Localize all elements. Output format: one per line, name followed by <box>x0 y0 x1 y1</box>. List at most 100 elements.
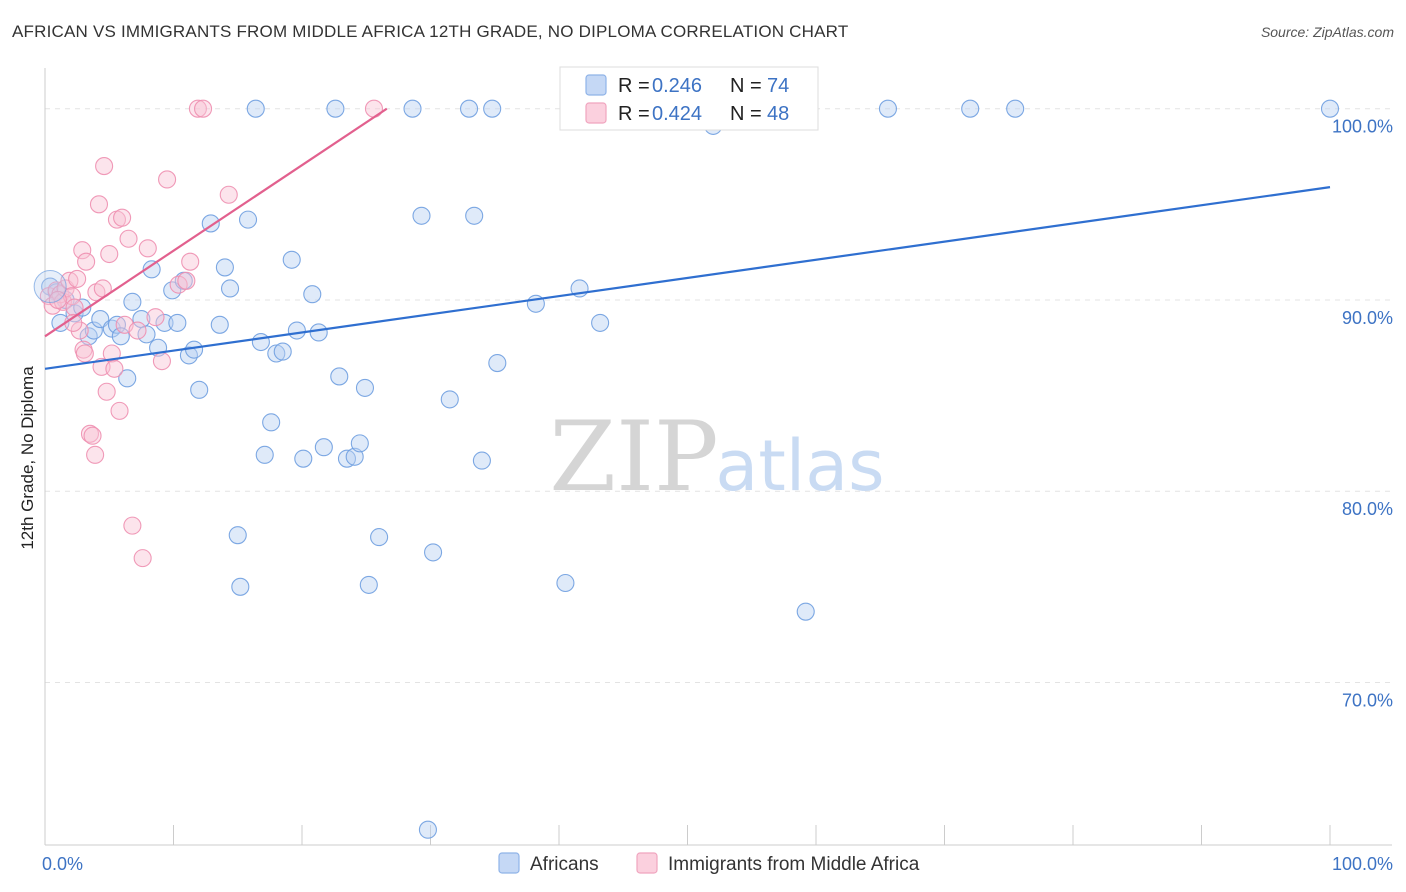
point-middle-africa <box>152 352 171 371</box>
point-africans <box>168 313 187 332</box>
point-africans <box>107 315 127 334</box>
legend-n-label-africans: N = <box>730 75 762 97</box>
point-middle-africa <box>219 185 238 204</box>
bottom-legend-swatch-middle-africa <box>636 852 658 874</box>
point-africans <box>228 526 247 545</box>
point-africans <box>123 292 142 311</box>
point-africans <box>961 99 980 118</box>
point-africans <box>309 323 328 342</box>
point-africans <box>255 445 274 464</box>
point-africans <box>796 602 815 621</box>
point-africans <box>118 369 137 388</box>
point-africans <box>337 449 357 468</box>
point-middle-africa <box>119 229 138 248</box>
point-middle-africa <box>89 195 109 214</box>
point-africans <box>267 344 286 363</box>
point-middle-africa <box>83 426 102 445</box>
point-africans <box>220 279 240 298</box>
point-africans <box>155 313 174 332</box>
point-middle-africa <box>194 99 213 118</box>
point-middle-africa <box>188 99 207 118</box>
point-africans <box>273 342 292 361</box>
point-africans <box>142 260 161 279</box>
point-africans <box>488 353 507 373</box>
x-tick-label: 100.0% <box>1332 854 1393 874</box>
axes <box>44 68 1392 846</box>
bottom-legend-label-africans: Africans <box>530 854 599 875</box>
point-africans <box>303 285 322 304</box>
legend-n-label-middle-africa: N = <box>730 103 762 125</box>
watermark-atlas: atlas <box>715 425 884 507</box>
point-africans <box>472 451 491 470</box>
point-middle-africa <box>158 170 177 189</box>
point-africans <box>418 820 437 839</box>
trend-line-africans <box>44 186 1331 370</box>
point-middle-africa <box>364 99 384 118</box>
point-middle-africa <box>48 290 67 309</box>
point-africans <box>79 327 98 346</box>
point-africans <box>287 321 306 340</box>
legend-r-label-middle-africa: R = <box>618 103 650 125</box>
point-africans <box>330 367 349 386</box>
point-africans <box>350 434 369 453</box>
point-middle-africa <box>110 401 129 420</box>
y-tick-label: 90.0% <box>1342 308 1393 328</box>
point-middle-africa <box>68 269 87 288</box>
point-middle-africa <box>95 157 114 176</box>
bottom-legend-label-middle-africa: Immigrants from Middle Africa <box>668 854 920 875</box>
point-africans-cluster <box>33 270 67 304</box>
point-africans <box>403 99 422 118</box>
grid-lines <box>45 108 1392 683</box>
point-africans <box>459 99 479 118</box>
y-tick-label: 100.0% <box>1332 117 1393 137</box>
point-africans <box>556 573 575 593</box>
point-africans <box>591 313 610 332</box>
point-africans <box>355 378 375 397</box>
point-africans <box>179 346 198 365</box>
point-africans <box>84 321 103 340</box>
legend-n-value-africans: 74 <box>767 75 789 97</box>
point-africans <box>73 298 92 317</box>
point-africans <box>190 380 209 399</box>
point-africans <box>251 332 270 352</box>
point-middle-africa <box>105 359 124 378</box>
point-africans <box>231 577 250 596</box>
chart-title: AFRICAN VS IMMIGRANTS FROM MIDDLE AFRICA… <box>12 22 849 41</box>
point-middle-africa <box>80 424 100 443</box>
point-middle-africa <box>60 271 79 290</box>
point-middle-africa <box>77 252 96 271</box>
legend-n-value-middle-africa: 48 <box>767 103 789 125</box>
legend-r-value-africans: 0.246 <box>652 75 702 97</box>
y-tick-label: 70.0% <box>1342 690 1393 710</box>
point-africans <box>345 447 364 466</box>
point-africans <box>246 99 265 118</box>
point-africans <box>282 250 301 269</box>
trend-lines <box>44 107 1331 370</box>
watermark: ZIP atlas <box>549 401 884 513</box>
legend-swatch-middle-africa <box>585 102 607 124</box>
point-africans <box>314 438 333 457</box>
point-middle-africa <box>177 271 196 290</box>
tick-labels: 100.0% 90.0% 80.0% 70.0% 0.0% 100.0% <box>42 117 1393 874</box>
point-africans <box>424 543 443 562</box>
trend-line-middle-africa <box>44 107 388 338</box>
point-middle-africa <box>133 549 152 568</box>
legend-r-label-africans: R = <box>618 75 650 97</box>
bottom-legend: Africans Immigrants from Middle Africa <box>498 852 920 875</box>
x-tick-label: 0.0% <box>42 854 83 874</box>
point-middle-africa <box>75 344 94 363</box>
source-label: Source: ZipAtlas.com <box>1260 24 1394 40</box>
point-middle-africa <box>70 321 89 340</box>
point-middle-africa <box>73 241 92 260</box>
point-africans <box>1006 99 1025 118</box>
y-axis-label: 12th Grade, No Diploma <box>18 366 37 550</box>
point-africans <box>137 325 156 344</box>
point-africans <box>483 99 502 118</box>
point-africans <box>465 206 484 225</box>
point-africans <box>262 413 281 432</box>
point-africans <box>326 99 345 118</box>
point-africans <box>210 315 229 334</box>
point-africans <box>878 99 898 118</box>
y-tick-label: 80.0% <box>1342 499 1393 519</box>
